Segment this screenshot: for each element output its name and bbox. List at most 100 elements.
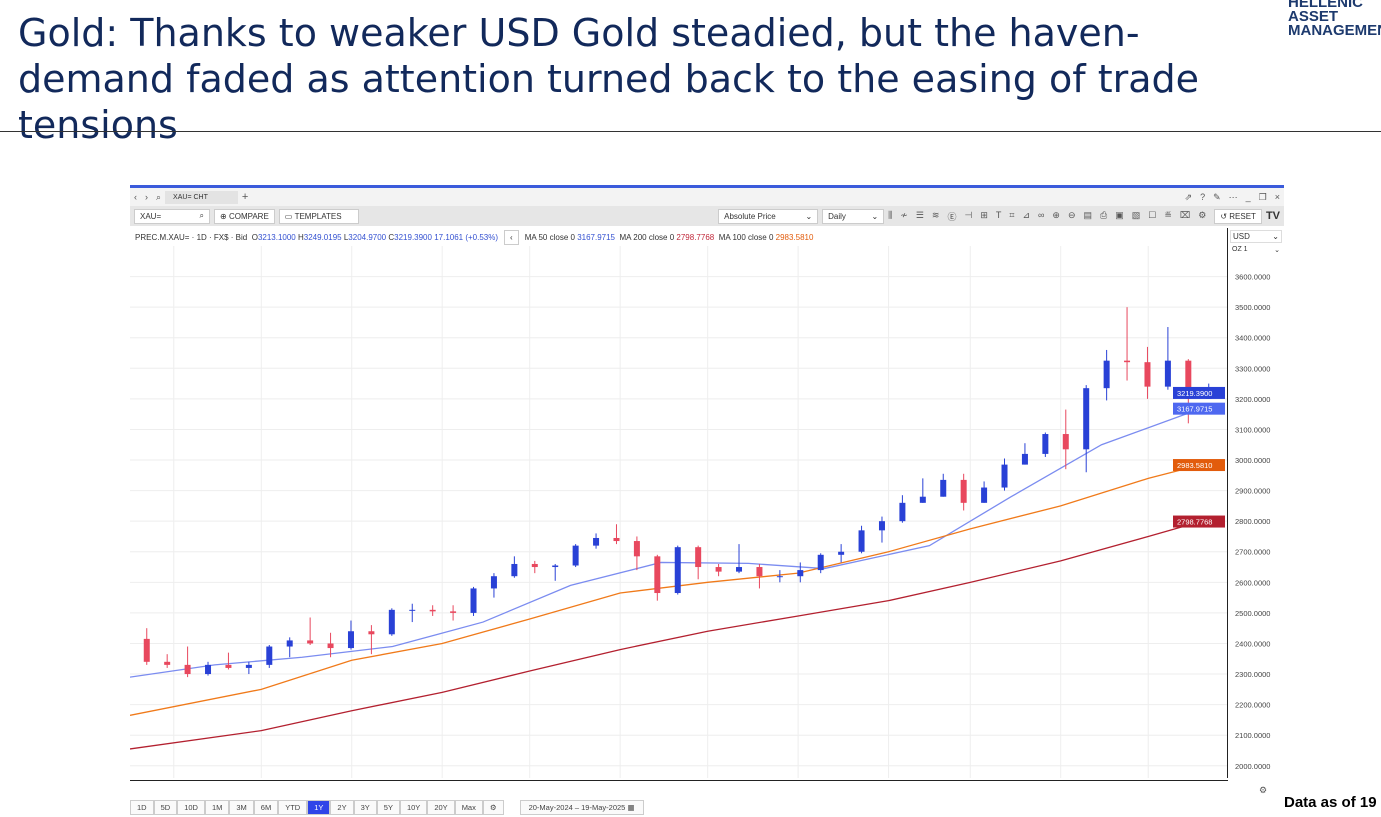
annotate-icon[interactable]: ⊿ xyxy=(1022,209,1030,220)
open-label: O xyxy=(251,232,258,242)
candle-body xyxy=(1062,434,1069,450)
chevron-down-icon: ⌄ xyxy=(1274,247,1280,254)
candle-body xyxy=(245,664,252,668)
range-3y[interactable]: 3Y xyxy=(353,799,377,815)
edit-icon[interactable]: ✎ xyxy=(1213,191,1221,202)
range-2y[interactable]: 2Y xyxy=(330,799,354,815)
compare-icon[interactable]: ▧ xyxy=(1131,209,1141,220)
link-icon[interactable]: ⇗ xyxy=(1184,191,1193,202)
measure-icon[interactable]: ⌗ xyxy=(1009,209,1015,220)
studies-icon[interactable]: ≋ xyxy=(931,209,940,220)
slide-title: Gold: Thanks to weaker USD Gold steadied… xyxy=(18,11,1200,147)
high-label: H xyxy=(298,232,304,242)
range-5d[interactable]: 5D xyxy=(153,799,178,815)
crosshair-icon[interactable]: ⊣ xyxy=(964,209,973,220)
ma50-label: MA 50 close 0 xyxy=(524,232,575,242)
range-6m[interactable]: 6M xyxy=(253,799,279,815)
candle-body xyxy=(1124,360,1131,363)
search-icon[interactable]: ⌕ xyxy=(156,191,162,202)
export-icon[interactable]: ⎙ xyxy=(1100,209,1108,220)
chevron-down-icon: ⌄ xyxy=(871,211,879,221)
minimize-icon[interactable]: _ xyxy=(1245,192,1251,202)
date-from: 20-May-2024 xyxy=(528,802,573,812)
interval-select[interactable]: Daily ⌄ xyxy=(822,208,885,224)
candles-icon[interactable]: ⫼ xyxy=(888,209,893,220)
settings-icon[interactable]: ⚙ xyxy=(1198,209,1207,220)
candle-body xyxy=(470,588,477,613)
range-5y[interactable]: 5Y xyxy=(376,799,400,815)
high-value: 3249.0195 xyxy=(303,232,342,242)
range-10d[interactable]: 10D xyxy=(177,799,205,815)
price-mode-value: Absolute Price xyxy=(724,211,776,221)
candle-body xyxy=(307,640,314,644)
candle-body xyxy=(858,530,865,552)
close-icon[interactable]: × xyxy=(1274,192,1280,202)
square-icon[interactable]: ☐ xyxy=(1148,209,1157,220)
tab-bar: ‹ › ⌕ XAU= CHT + ⇗ ? ✎ ⋯ _ ❐ × xyxy=(130,188,1284,206)
events-icon[interactable]: Ⓔ xyxy=(947,211,957,222)
y-tick-label: 3600.0000 xyxy=(1235,273,1270,282)
help-icon[interactable]: ? xyxy=(1200,192,1206,202)
print-icon[interactable]: ⌧ xyxy=(1179,209,1191,220)
legend-icon[interactable]: ≝ xyxy=(1164,209,1172,220)
candle-body xyxy=(1083,388,1090,450)
collapse-legend-button[interactable]: ‹ xyxy=(504,229,519,245)
candle-body xyxy=(143,638,150,662)
back-icon[interactable]: ‹ xyxy=(134,192,137,202)
candle-body xyxy=(981,487,988,503)
zoom-out-icon[interactable]: ⊖ xyxy=(1067,209,1076,220)
currency-select[interactable]: USD ⌄ xyxy=(1230,230,1282,243)
drawing-icon[interactable]: ⊞ xyxy=(980,209,988,220)
more-icon[interactable]: ⋯ xyxy=(1228,191,1238,202)
range-ytd[interactable]: YTD xyxy=(278,799,308,815)
y-tick-label: 2300.0000 xyxy=(1235,670,1270,679)
table-icon[interactable]: ▤ xyxy=(1083,209,1093,220)
restore-icon[interactable]: ❐ xyxy=(1258,191,1267,202)
price-mode-select[interactable]: Absolute Price ⌄ xyxy=(718,208,819,224)
low-label: L xyxy=(343,232,349,242)
range-1d[interactable]: 1D xyxy=(130,799,154,815)
range-10y[interactable]: 10Y xyxy=(399,799,428,815)
y-tick-label: 2600.0000 xyxy=(1235,578,1270,587)
y-tick-label: 2400.0000 xyxy=(1235,639,1270,648)
range-1m[interactable]: 1M xyxy=(204,799,230,815)
templates-button[interactable]: ▭ TEMPLATES xyxy=(278,208,359,224)
candle-body xyxy=(838,551,845,555)
range-3m[interactable]: 3M xyxy=(229,799,254,815)
indicator-icon[interactable]: ≁ xyxy=(900,209,908,220)
candle-body xyxy=(817,554,824,571)
unit-select[interactable]: OZ 1 ⌄ xyxy=(1230,245,1282,255)
ma-line xyxy=(130,464,1201,716)
add-tab-icon[interactable]: + xyxy=(241,191,249,203)
candle-body xyxy=(1164,360,1171,387)
range-1y[interactable]: 1Y xyxy=(307,799,331,815)
divider xyxy=(0,131,1381,132)
reset-button[interactable]: ↺ RESET xyxy=(1214,208,1262,224)
range-settings-icon[interactable]: ⚙ xyxy=(482,799,504,815)
candle-body xyxy=(674,547,681,594)
date-to: 19-May-2025 xyxy=(581,802,626,812)
range-20y[interactable]: 20Y xyxy=(427,799,455,815)
price-axis[interactable]: USD ⌄ OZ 1 ⌄ xyxy=(1227,228,1284,778)
folder-icon: ▭ xyxy=(284,211,295,221)
link-icon[interactable]: ∞ xyxy=(1037,209,1045,220)
text-icon[interactable]: T xyxy=(995,209,1002,220)
compare-button[interactable]: ⊕ COMPARE xyxy=(214,208,275,224)
layout-icon[interactable]: ☰ xyxy=(915,209,924,220)
axis-settings-icon[interactable]: ⚙ xyxy=(1259,785,1268,795)
reset-icon: ↺ xyxy=(1220,211,1230,221)
price-chart[interactable]: 2000.0000 2100.0000 2200.0000 2300.0000 2400… xyxy=(130,188,1284,778)
time-axis-line xyxy=(130,780,1228,781)
candle-body xyxy=(1103,360,1110,389)
symbol-input[interactable]: XAU= ⌕ xyxy=(134,208,210,224)
date-range-picker[interactable]: 20-May-2024 – 19-May-2025 ▦ xyxy=(519,799,644,815)
forward-icon[interactable]: › xyxy=(145,192,148,202)
unit-value: OZ 1 xyxy=(1232,246,1248,253)
zoom-in-icon[interactable]: ⊕ xyxy=(1052,209,1060,220)
y-tick-label: 3100.0000 xyxy=(1235,425,1270,434)
tab-chart[interactable]: XAU= CHT xyxy=(165,190,238,204)
last-value-label: 3167.9715 xyxy=(1177,405,1212,414)
range-max[interactable]: Max xyxy=(454,799,483,815)
image-icon[interactable]: ▣ xyxy=(1115,209,1124,220)
candle-body xyxy=(164,661,171,665)
